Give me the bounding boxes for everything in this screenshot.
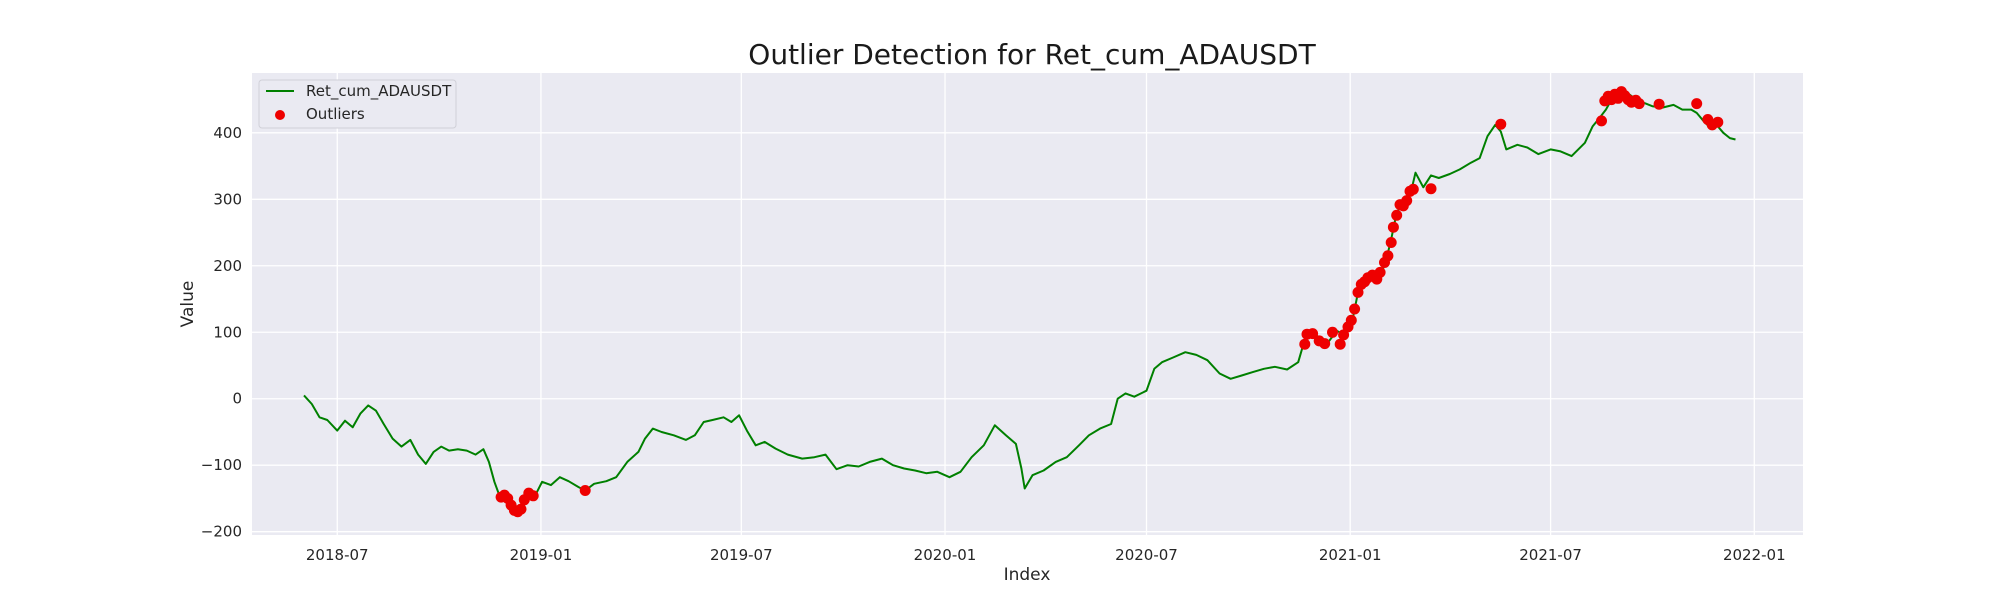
outlier-point [1633, 98, 1645, 110]
outlier-point [1307, 328, 1319, 340]
outlier-point [1374, 266, 1386, 278]
outlier-point [527, 490, 539, 502]
y-tick-label: 0 [232, 390, 242, 408]
y-axis-label: Value [178, 281, 198, 328]
legend-scatter-swatch [275, 110, 285, 120]
outlier-point [1382, 250, 1394, 262]
outlier-point [1319, 338, 1331, 350]
x-tick-label: 2020-07 [1115, 546, 1178, 564]
y-tick-label: 400 [213, 124, 242, 142]
x-tick-label: 2019-07 [710, 546, 773, 564]
outlier-point [1327, 326, 1338, 338]
outlier-point [1495, 118, 1507, 130]
legend: Ret_cum_ADAUSDT Outliers [258, 79, 457, 129]
x-tick-label: 2019-01 [510, 546, 573, 564]
outlier-point [1712, 116, 1724, 128]
legend-entry-line: Ret_cum_ADAUSDT [306, 82, 452, 101]
outlier-point [1391, 209, 1403, 221]
grid-lines [252, 73, 1803, 535]
y-tick-label: −200 [201, 523, 242, 541]
x-tick-label: 2022-01 [1723, 546, 1786, 564]
outlier-point [1401, 195, 1413, 207]
outlier-point [1349, 303, 1361, 315]
outlier-point [1387, 221, 1399, 233]
x-axis-label: Index [1004, 565, 1051, 585]
legend-entry-outliers: Outliers [306, 105, 365, 123]
outlier-point [579, 485, 591, 496]
x-tick-label: 2021-07 [1519, 546, 1582, 564]
outlier-point [1385, 237, 1397, 248]
y-tick-label: 200 [213, 257, 242, 275]
x-tick-label: 2021-01 [1319, 546, 1382, 564]
chart-title: Outlier Detection for Ret_cum_ADAUSDT [748, 38, 1316, 71]
y-tick-label: 100 [213, 323, 242, 341]
x-tick-label: 2020-01 [914, 546, 977, 564]
outlier-point [1691, 98, 1703, 110]
outlier-point [515, 503, 527, 515]
tick-labels: 2018-07 2019-01 2019-07 2020-01 2020-07 2021-… [201, 124, 1786, 564]
outlier-point [1334, 338, 1346, 350]
plot-area [252, 73, 1803, 535]
outlier-point [1299, 338, 1311, 350]
y-tick-label: −100 [201, 456, 242, 474]
outlier-point [1653, 98, 1665, 110]
outlier-point [1596, 115, 1607, 127]
outlier-point [1425, 183, 1437, 195]
legend-box [258, 79, 457, 129]
outlier-point [1338, 329, 1350, 341]
y-tick-label: 300 [213, 190, 242, 208]
x-tick-label: 2018-07 [306, 546, 369, 564]
outlier-point [1345, 314, 1357, 326]
outlier-point [1407, 183, 1419, 195]
series-layer [303, 86, 1736, 518]
